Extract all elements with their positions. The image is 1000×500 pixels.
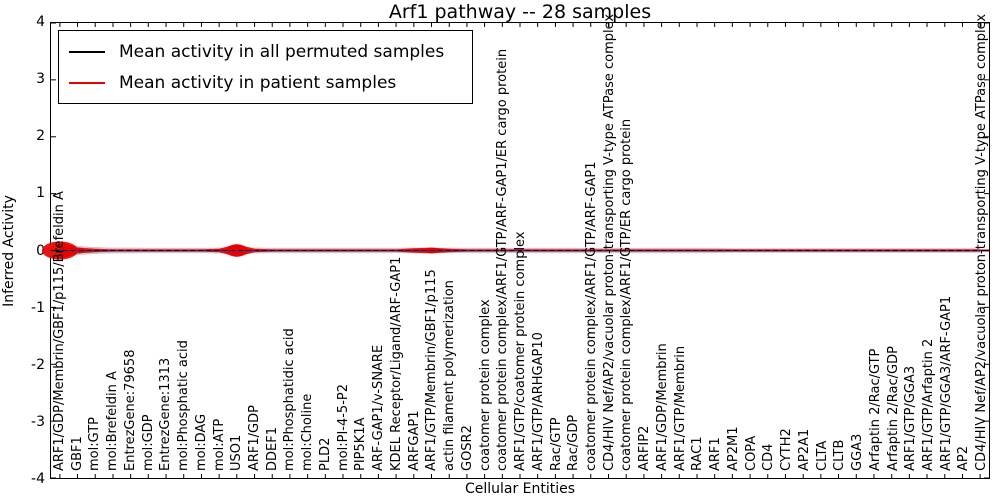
- legend-label: Mean activity in all permuted samples: [119, 41, 445, 62]
- y-tick-label: 4: [36, 14, 45, 30]
- plot-area: ARF1/GDP/Membrin/GBF1/p115/Brefeldin A GB…: [41, 14, 990, 479]
- chart-title: Arf1 pathway -- 28 samples: [388, 1, 652, 23]
- legend-label: Mean activity in patient samples: [119, 72, 397, 93]
- legend: Mean activity in all permuted samples Mea…: [58, 30, 474, 104]
- y-tick-label: 3: [36, 71, 45, 88]
- legend-line-black: [69, 50, 105, 53]
- y-tick-label: 0: [36, 242, 45, 259]
- legend-line-red: [69, 81, 105, 84]
- y-tick-label: -3: [31, 413, 45, 430]
- y-tick-label: -4: [31, 471, 45, 487]
- y-tick-label: 1: [36, 185, 45, 202]
- y-tick-label: -2: [31, 356, 45, 373]
- y-tick-label: -1: [31, 299, 45, 316]
- plot-canvas: [41, 22, 989, 479]
- y-tick-label: 2: [36, 128, 45, 145]
- legend-item: Mean activity in all permuted samples: [69, 36, 444, 67]
- legend-item: Mean activity in patient samples: [69, 67, 444, 98]
- x-axis-label: Cellular Entities: [464, 481, 576, 497]
